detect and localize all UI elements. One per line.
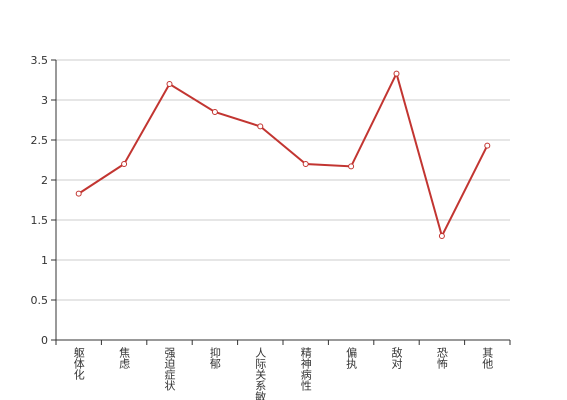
point	[257, 123, 264, 130]
point	[348, 163, 355, 170]
point	[211, 109, 218, 115]
x-tick-label: 躯体化	[72, 347, 85, 381]
y-tick-label: 3	[41, 94, 48, 107]
x-tick-label: 其他	[481, 347, 494, 369]
x-tick-label: 焦虑	[118, 347, 131, 369]
x-tick-label: 抑郁	[208, 346, 221, 369]
y-tick-label: 1	[41, 254, 48, 267]
point	[302, 161, 309, 167]
x-tick-label: 敌对	[390, 346, 403, 369]
point	[121, 161, 128, 167]
line	[78, 70, 489, 239]
y-tick-label: 0	[41, 334, 48, 347]
point	[484, 142, 491, 149]
point	[166, 81, 173, 87]
point	[393, 70, 400, 77]
point	[438, 233, 445, 239]
x-tick-label: 恐怖	[435, 347, 448, 369]
y-tick-label: 2.5	[31, 134, 49, 147]
x-tick-label: 精神病性	[299, 347, 312, 392]
y-tick-label: 1.5	[31, 214, 49, 227]
point	[75, 190, 82, 197]
y-tick-label: 0.5	[31, 294, 49, 307]
x-tick-label: 强迫症状	[163, 347, 176, 391]
x-tick-label: 人际关系敏感	[254, 347, 267, 400]
x-tick-label: 偏执	[345, 346, 358, 370]
y-tick-label: 2	[41, 174, 48, 187]
y-tick-label: 3.5	[31, 54, 49, 67]
